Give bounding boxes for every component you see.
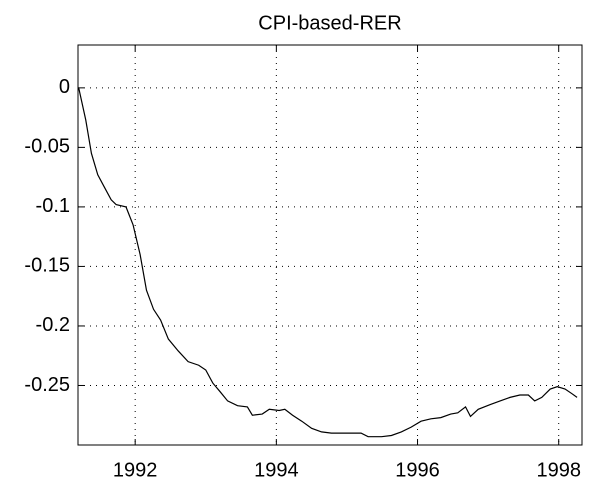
y-tick-label: 0 [59,76,70,98]
data-line [78,87,578,438]
x-tick-label: 1998 [536,459,581,481]
y-tick-label: -0.2 [36,314,70,336]
y-tick-label: -0.15 [24,255,70,277]
y-tick-label: -0.05 [24,136,70,158]
chart-title: CPI-based-RER [258,12,401,34]
y-tick-label: -0.1 [36,195,70,217]
x-tick-label: 1996 [395,459,440,481]
y-tick-label: -0.25 [24,374,70,396]
x-tick-label: 1992 [113,459,158,481]
x-tick-label: 1994 [254,459,299,481]
plot-frame [77,44,583,446]
